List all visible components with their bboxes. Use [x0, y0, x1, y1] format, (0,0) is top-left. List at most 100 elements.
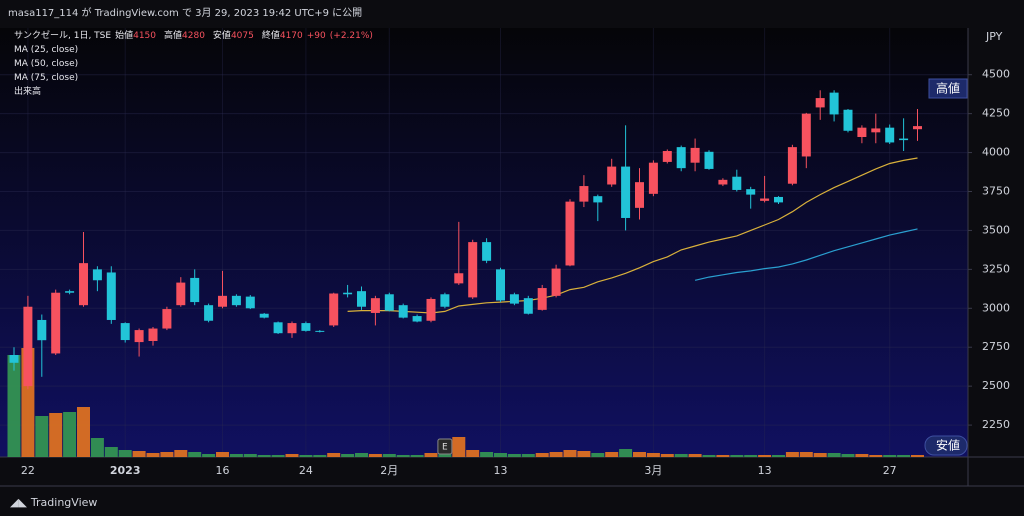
legend-row: 出来高 — [14, 85, 377, 99]
volume-bar — [243, 454, 257, 457]
event-marker-box — [437, 438, 453, 455]
volume-bar — [772, 455, 785, 457]
volume-bar — [146, 453, 160, 457]
x-tick-label: 3月 — [644, 464, 662, 477]
volume-bar — [633, 452, 646, 457]
volume-name: 出来高 — [14, 87, 42, 97]
low-marker-box — [924, 435, 968, 456]
footer-brand: ◢◣ TradingView — [10, 496, 97, 509]
volume-bar — [605, 452, 619, 457]
candle-body — [23, 306, 33, 387]
volume-bar — [188, 452, 202, 457]
candle-body — [537, 288, 547, 310]
volume-bar — [785, 452, 799, 457]
volume-bar — [480, 452, 494, 457]
volume-bar — [7, 355, 21, 457]
candle-body — [301, 323, 311, 331]
ohlc-value: 4075 — [230, 31, 254, 41]
y-tick-label: 3000 — [982, 301, 1010, 314]
candle-body — [65, 291, 75, 293]
indicator-name: MA (50, close) — [14, 59, 79, 69]
candle-body — [176, 282, 186, 306]
candle-body — [787, 147, 797, 184]
volume-bar — [452, 437, 466, 457]
legend-row: MA (25, close) — [14, 43, 377, 57]
legend-row: サンクゼール, 1日, TSE 始値4150 高値4280 安値4075 終値4170 +… — [14, 29, 377, 43]
volume-bar — [104, 447, 118, 457]
volume-bar — [466, 450, 480, 457]
candle-body — [690, 147, 700, 163]
candle-body — [273, 322, 283, 334]
volume-bar — [716, 455, 730, 457]
candle-body — [204, 305, 214, 321]
candle-body — [662, 151, 672, 162]
ohlc-value: 4150 — [133, 31, 156, 41]
candle-body — [468, 242, 478, 298]
volume-bar — [313, 455, 327, 457]
candle-body — [523, 298, 533, 314]
candle-body — [79, 263, 88, 306]
volume-bar — [827, 453, 841, 457]
candle-body — [801, 113, 811, 157]
ohlc-label: 高値 — [164, 31, 183, 41]
volume-bar — [382, 454, 396, 457]
y-tick-label: 2500 — [982, 379, 1010, 392]
candle-body — [760, 198, 770, 201]
x-tick-label: 2月 — [380, 464, 398, 477]
axes: 2250 2500 2750 3000 3250 3500 3750 4000 4250 4500… — [21, 68, 1010, 477]
volume-bar — [688, 454, 702, 457]
volume-bar — [355, 453, 368, 457]
volume-bar — [410, 455, 424, 457]
volume-bar — [424, 453, 438, 457]
ohlc-value: 4170 — [279, 31, 303, 41]
candle-body — [9, 355, 19, 363]
y-tick-label: 2750 — [982, 340, 1010, 353]
candle-body — [245, 296, 255, 309]
volume-bar — [90, 438, 104, 457]
volume-bar — [396, 455, 410, 457]
symbol-title: サンクゼール, 1日, TSE — [14, 31, 112, 41]
ohlc-label: 終値 — [261, 31, 280, 41]
candle-body — [370, 298, 380, 313]
volume-bar — [174, 450, 188, 457]
candle-body — [899, 138, 909, 141]
legend: サンクゼール, 1日, TSE 始値4150 高値4280 安値4075 終値4170 +… — [14, 29, 377, 99]
volume-bar — [619, 449, 633, 457]
moving-average-line — [347, 157, 918, 314]
volume-bar — [341, 454, 355, 457]
change: +90 — [306, 31, 326, 41]
candle-body — [565, 201, 575, 266]
candle-body — [190, 277, 200, 303]
candle-body — [509, 294, 519, 304]
volume-bar — [702, 455, 716, 457]
candle-body — [829, 92, 839, 115]
moving-average-line — [694, 228, 918, 281]
volume-bar — [299, 455, 313, 457]
candle-body — [676, 147, 686, 169]
low-marker: 安値 — [936, 438, 960, 453]
x-tick-label: 24 — [299, 464, 313, 477]
candle-body — [218, 295, 227, 307]
candle-body — [496, 269, 505, 301]
candle-body — [648, 162, 658, 194]
candle-body — [551, 268, 561, 296]
legend-row: MA (50, close) — [14, 57, 377, 71]
y-tick-label: 3750 — [982, 185, 1010, 198]
volume-bar — [813, 453, 827, 457]
volume-bar — [744, 455, 758, 457]
candle-body — [231, 295, 241, 306]
candle-body — [343, 292, 353, 295]
volume-bar — [257, 455, 271, 457]
volume-bar — [841, 454, 855, 457]
volume-bar — [799, 452, 813, 457]
ohlc-label: 安値 — [212, 31, 231, 41]
volume-bar — [368, 454, 382, 457]
volume-bar — [77, 407, 90, 457]
candle-body — [454, 273, 464, 284]
candle-body — [92, 269, 102, 281]
candle-body — [329, 293, 339, 326]
candle-body — [607, 166, 617, 185]
candle-body — [357, 291, 366, 307]
